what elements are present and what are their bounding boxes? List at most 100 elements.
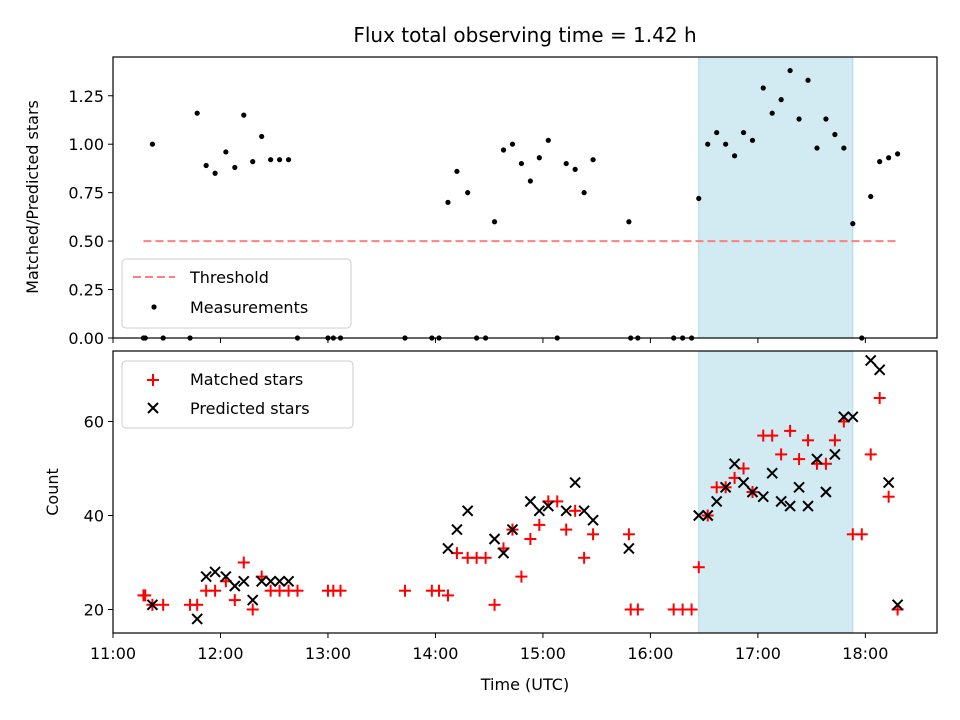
matched-star-point — [802, 434, 815, 447]
x-tick-label: 13:00 — [305, 644, 351, 663]
measurement-point — [203, 162, 209, 169]
matched-star-point — [533, 518, 546, 531]
predicted-star-point — [220, 570, 232, 583]
predicted-star-point — [702, 509, 714, 522]
measurement-point — [250, 159, 256, 165]
predicted-star-point — [282, 575, 295, 588]
predicted-star-point — [533, 505, 546, 517]
measurement-point — [268, 157, 274, 163]
predicted-star-point — [728, 458, 741, 470]
measurement-point — [760, 85, 766, 91]
ratio-panel: Flux total observing time = 1.42 h 0.00 0… — [23, 23, 938, 348]
measurement-point — [832, 131, 838, 138]
measurement-point — [259, 133, 265, 140]
measurement-point — [778, 97, 784, 103]
predicted-star-point — [209, 566, 221, 578]
predicted-star-point — [829, 448, 841, 461]
predicted-star-point — [200, 570, 212, 583]
count-panel: 20 40 60 11:00 12:00 13:00 14:00 15:00 16:00 17:… — [43, 350, 938, 694]
matched-star-point — [873, 392, 886, 404]
measurement-point — [563, 160, 569, 167]
predicted-star-point — [247, 594, 259, 606]
x-tick-label: 16:00 — [627, 644, 673, 663]
measurement-point — [509, 141, 516, 147]
measurement-point — [285, 157, 292, 163]
legend-matched-label: Matched stars — [190, 370, 303, 389]
matched-star-point — [855, 528, 868, 541]
y-tick-label-bottom: 60 — [84, 413, 104, 432]
y-tick-label-bottom: 20 — [84, 601, 104, 620]
predicted-star-point — [865, 354, 877, 367]
matched-star-point — [139, 589, 152, 602]
predicted-star-point — [802, 500, 814, 512]
legend-top: Threshold Measurements — [121, 258, 352, 329]
bottom-axes-frame — [112, 350, 938, 634]
matched-star-point — [334, 584, 347, 597]
legend-matched-swatch — [147, 374, 159, 386]
predicted-star-point — [719, 481, 732, 494]
highlight-span — [698, 56, 854, 339]
matched-star-point — [766, 429, 779, 442]
predicted-star-point — [847, 411, 859, 423]
measurement-point — [714, 129, 720, 136]
matched-star-point — [398, 584, 411, 597]
measurement-point — [805, 77, 811, 83]
measurement-point — [276, 157, 283, 163]
matched-star-point — [441, 589, 454, 602]
matched-star-point — [488, 598, 501, 611]
predicted-star-point — [146, 599, 159, 611]
measurement-point — [626, 219, 632, 225]
measurement-point — [814, 145, 820, 151]
measurement-point — [705, 141, 711, 147]
matched-star-point — [191, 598, 204, 611]
matched-star-point — [882, 490, 895, 503]
predicted-star-point — [775, 495, 787, 508]
measurement-point — [877, 159, 883, 165]
predicted-star-point — [255, 575, 268, 588]
matched-star-point — [524, 533, 537, 545]
measurement-point — [212, 170, 218, 176]
x-axis-label: Time (UTC) — [480, 675, 569, 694]
top-axes-frame — [112, 56, 938, 339]
predicted-star-point — [882, 476, 895, 489]
measurement-point — [149, 141, 156, 147]
matched-star-point — [479, 551, 492, 564]
chart-title: Flux total observing time = 1.42 h — [353, 23, 696, 47]
matched-star-point — [246, 603, 259, 616]
measurement-point — [500, 147, 507, 153]
measurement-point — [850, 221, 856, 227]
y-tick-label-top: 1.00 — [68, 135, 104, 154]
predicted-star-point — [710, 495, 723, 508]
measurement-point — [723, 141, 729, 147]
y-axis-label-top: Matched/Predicted stars — [23, 100, 42, 294]
x-tick-label: 12:00 — [197, 644, 243, 663]
predicted-star-point — [191, 613, 203, 625]
matched-star-point — [209, 584, 222, 597]
predicted-star-point — [506, 523, 519, 536]
measurement-point — [223, 149, 229, 155]
predicted-star-point — [766, 467, 778, 479]
legend-predicted-label: Predicted stars — [190, 399, 310, 418]
legend-top-box — [121, 258, 352, 329]
matched-star-point — [237, 556, 250, 569]
matched-star-point — [622, 528, 635, 541]
measurement-point — [696, 195, 702, 202]
predicted-star-point — [229, 580, 241, 592]
predicted-star-point — [587, 514, 599, 526]
measurement-point — [787, 67, 793, 74]
measurement-point — [545, 137, 551, 143]
measurement-point — [232, 164, 238, 171]
measurement-point — [886, 155, 892, 161]
measurement-point — [527, 178, 533, 184]
predicted-star-point — [497, 547, 510, 559]
predicted-star-point — [238, 575, 250, 588]
measurement-point — [868, 193, 874, 200]
measurement-point — [769, 110, 775, 116]
matched-star-point — [784, 424, 797, 437]
predicted-star-point — [273, 575, 286, 588]
predicted-star-point — [873, 364, 886, 376]
matched-star-point — [560, 523, 573, 536]
predicted-star-point — [746, 486, 759, 498]
matched-star-point — [228, 594, 241, 607]
